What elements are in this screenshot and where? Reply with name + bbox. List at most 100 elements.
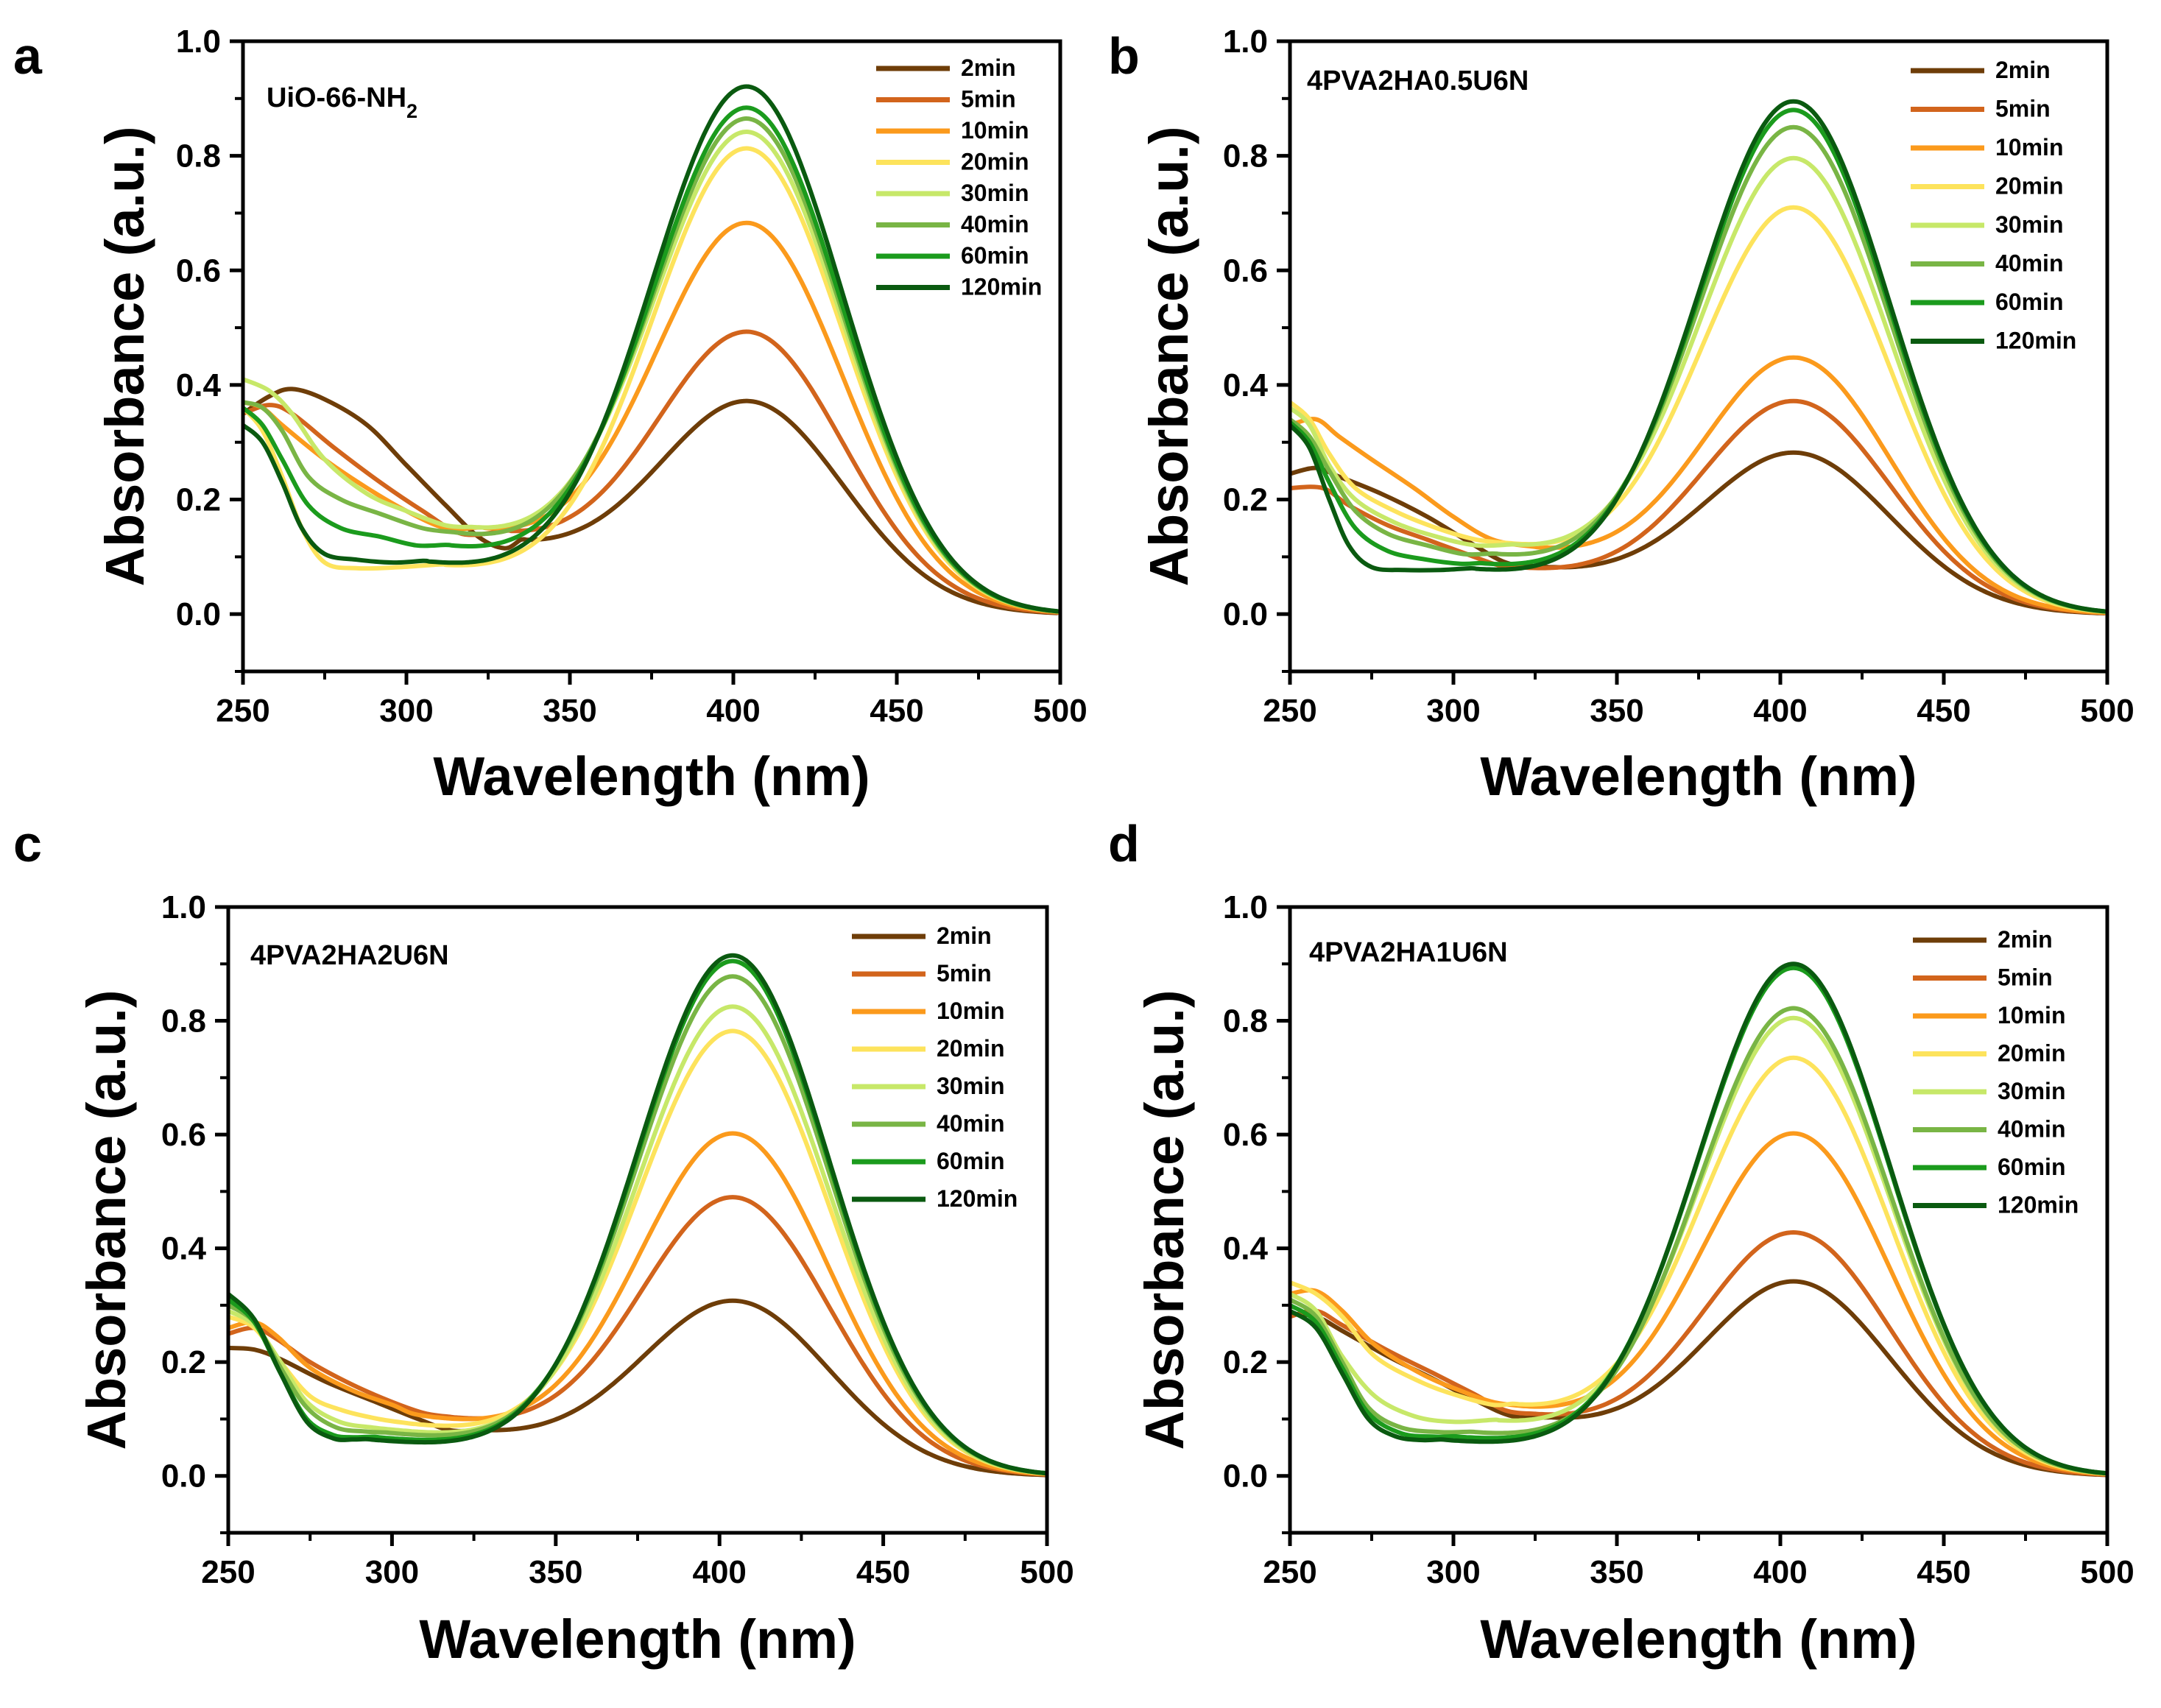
y-axis-title: Absorbance (a.u.) <box>1138 127 1199 587</box>
legend-label: 5min <box>1998 964 2053 991</box>
y-tick-label: 0.0 <box>1223 1458 1268 1494</box>
series-line-10min <box>1290 1131 2107 1477</box>
y-tick-label: 0.2 <box>176 482 221 518</box>
x-tick-label: 300 <box>365 1554 419 1590</box>
x-axis-title: Wavelength (nm) <box>1480 746 1917 807</box>
legend-label: 120min <box>1998 1192 2079 1218</box>
x-tick-label: 350 <box>1590 693 1643 729</box>
y-axis-title: Absorbance (a.u.) <box>76 990 137 1450</box>
y-tick-label: 1.0 <box>161 889 206 925</box>
x-tick-label: 400 <box>692 1554 746 1590</box>
x-tick-label: 250 <box>216 693 269 729</box>
y-tick-label: 0.8 <box>176 138 221 174</box>
legend-label: 120min <box>1995 328 2076 354</box>
y-tick-label: 0.6 <box>176 253 221 289</box>
series-line-60min <box>1290 965 2107 1476</box>
x-axis-title: Wavelength (nm) <box>1480 1609 1917 1670</box>
legend-item-5min: 5min <box>1911 96 2051 122</box>
legend-item-120min: 120min <box>852 1185 1018 1212</box>
x-tick-label: 500 <box>1020 1554 1074 1590</box>
y-tick-label: 0.2 <box>1223 1344 1268 1380</box>
legend-label: 40min <box>1998 1116 2065 1143</box>
legend-label: 2min <box>1995 57 2051 83</box>
legend-item-10min: 10min <box>876 117 1029 144</box>
y-tick-label: 1.0 <box>176 24 221 60</box>
legend-label: 20min <box>1998 1040 2065 1067</box>
x-tick-label: 400 <box>1753 1554 1807 1590</box>
x-tick-label: 450 <box>1917 693 1970 729</box>
y-tick-label: 0.8 <box>1223 138 1268 174</box>
series-line-2min <box>1290 450 2107 615</box>
x-axis-title: Wavelength (nm) <box>419 1609 856 1670</box>
panel-d-curves <box>1290 961 2107 1478</box>
legend-item-10min: 10min <box>852 998 1004 1024</box>
legend-label: 20min <box>937 1035 1004 1062</box>
x-axis-title: Wavelength (nm) <box>433 746 870 807</box>
legend-label: 30min <box>961 180 1029 206</box>
legend-item-2min: 2min <box>1911 57 2051 83</box>
y-tick-label: 0.6 <box>161 1117 206 1153</box>
legend-label: 20min <box>1995 173 2063 200</box>
legend-label: 40min <box>1995 250 2063 277</box>
legend-label: 60min <box>937 1148 1004 1174</box>
x-tick-label: 350 <box>1590 1554 1643 1590</box>
x-tick-label: 300 <box>379 693 433 729</box>
x-tick-label: 300 <box>1426 1554 1480 1590</box>
legend-label: 10min <box>1995 134 2063 160</box>
legend-label: 2min <box>937 922 992 949</box>
legend-item-60min: 60min <box>1913 1154 2065 1180</box>
legend-item-20min: 20min <box>1913 1040 2065 1067</box>
y-tick-label: 0.2 <box>161 1344 206 1380</box>
legend-item-5min: 5min <box>1913 964 2053 991</box>
sample-label: UiO-66-NH2 <box>267 82 417 122</box>
y-tick-label: 0.6 <box>1223 253 1268 289</box>
series-line-60min <box>228 959 1047 1476</box>
y-tick-label: 0.0 <box>1223 596 1268 632</box>
series-line-120min <box>1290 961 2107 1476</box>
series-line-120min <box>243 84 1060 614</box>
x-tick-label: 300 <box>1426 693 1480 729</box>
series-line-5min <box>1290 1229 2107 1477</box>
legend-item-30min: 30min <box>1911 211 2063 238</box>
x-tick-label: 250 <box>1263 693 1316 729</box>
panel-b-curves <box>1290 99 2107 615</box>
x-tick-label: 400 <box>706 693 760 729</box>
x-tick-label: 250 <box>1263 1554 1316 1590</box>
legend-item-60min: 60min <box>876 242 1029 269</box>
legend-item-10min: 10min <box>1913 1002 2065 1028</box>
legend: 2min 5min 10min 20min 30min 40min 60min 120min <box>852 922 1018 1212</box>
legend-item-5min: 5min <box>876 86 1016 113</box>
x-tick-label: 350 <box>529 1554 582 1590</box>
y-tick-label: 0.8 <box>1223 1003 1268 1040</box>
y-tick-label: 0.4 <box>1223 367 1269 403</box>
legend-item-20min: 20min <box>1911 173 2063 200</box>
x-tick-label: 350 <box>543 693 596 729</box>
y-tick-label: 0.4 <box>1223 1231 1269 1267</box>
legend-item-30min: 30min <box>852 1073 1004 1099</box>
panel-letter: d <box>1108 815 1140 872</box>
y-axis-title: Absorbance (a.u.) <box>94 127 155 587</box>
series-line-2min <box>228 1298 1047 1478</box>
legend-item-120min: 120min <box>1913 1192 2079 1218</box>
legend-label: 5min <box>1995 96 2051 122</box>
x-tick-label: 250 <box>201 1554 255 1590</box>
legend-label: 2min <box>961 54 1016 81</box>
legend-label: 5min <box>961 86 1016 113</box>
legend-item-20min: 20min <box>852 1035 1004 1062</box>
legend-item-40min: 40min <box>852 1110 1004 1137</box>
sample-label: 4PVA2HA0.5U6N <box>1307 66 1529 96</box>
x-tick-label: 450 <box>1917 1554 1970 1590</box>
x-tick-label: 450 <box>856 1554 910 1590</box>
x-tick-label: 500 <box>1033 693 1087 729</box>
legend-label: 60min <box>1995 289 2063 315</box>
legend: 2min 5min 10min 20min 30min 40min 60min 120min <box>1911 57 2076 354</box>
legend-item-2min: 2min <box>1913 926 2053 953</box>
series-line-120min <box>1290 99 2107 614</box>
y-tick-label: 0.6 <box>1223 1117 1268 1153</box>
y-tick-label: 0.4 <box>161 1231 207 1267</box>
legend-item-120min: 120min <box>876 274 1042 300</box>
panel-letter: b <box>1108 27 1140 85</box>
x-tick-label: 450 <box>870 693 923 729</box>
series-line-10min <box>1290 355 2107 615</box>
legend-label: 30min <box>937 1073 1004 1099</box>
